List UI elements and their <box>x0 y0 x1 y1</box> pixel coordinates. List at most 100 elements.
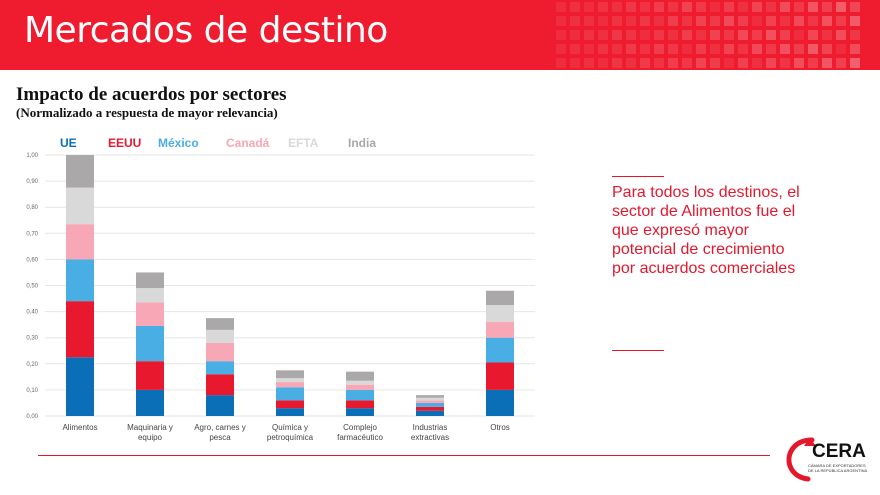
bar-segment <box>66 224 94 260</box>
chart-title: Impacto de acuerdos por sectores <box>16 84 287 105</box>
header-square <box>654 30 664 40</box>
header-square <box>640 44 650 54</box>
x-tick-label: farmacéutico <box>337 433 383 442</box>
header-square <box>710 16 720 26</box>
cera-logo-icon <box>786 437 816 482</box>
header-square <box>612 2 622 12</box>
header-square <box>584 2 594 12</box>
header-square <box>654 16 664 26</box>
bar-segment <box>276 387 304 401</box>
header-square <box>738 30 748 40</box>
header-square <box>850 2 860 12</box>
side-note-top-rule <box>612 176 664 177</box>
bar-segment <box>416 397 444 401</box>
bar-segment <box>416 402 444 407</box>
header-square <box>822 58 832 68</box>
header-square <box>682 2 692 12</box>
header-square <box>570 16 580 26</box>
bar-segment <box>276 400 304 409</box>
bar-segment <box>136 389 164 416</box>
bar-segment <box>206 361 234 375</box>
header-square <box>570 30 580 40</box>
header-square <box>696 30 706 40</box>
header-square <box>668 16 678 26</box>
header-square <box>556 16 566 26</box>
bar-segment <box>486 322 514 338</box>
bar-segment <box>136 288 164 303</box>
bar-segment <box>136 302 164 326</box>
bar-segment <box>486 337 514 363</box>
header-square <box>794 2 804 12</box>
header-square <box>766 58 776 68</box>
bar-segment <box>346 380 374 385</box>
bar-segment <box>206 318 234 330</box>
header-square <box>794 16 804 26</box>
header-square <box>822 2 832 12</box>
y-tick-label: 0,40 <box>26 310 38 316</box>
y-tick-label: 1,00 <box>26 153 38 159</box>
logo-name: CERA <box>812 441 866 462</box>
bar-segment <box>416 395 444 398</box>
header-square <box>836 44 846 54</box>
header-square <box>696 16 706 26</box>
header-square <box>808 16 818 26</box>
side-note-text: Para todos los destinos, el sector de Al… <box>612 184 800 277</box>
bar-segment <box>136 325 164 362</box>
header-square <box>780 2 790 12</box>
header-square <box>612 16 622 26</box>
header-square <box>654 2 664 12</box>
bar-segment <box>276 370 304 379</box>
y-tick-label: 0,50 <box>26 284 38 290</box>
header-square <box>626 16 636 26</box>
header-square <box>612 44 622 54</box>
legend-item: Canadá <box>226 136 270 150</box>
header-square <box>584 16 594 26</box>
header-square <box>752 30 762 40</box>
bar-segment <box>276 378 304 383</box>
bar-segment <box>66 357 94 416</box>
bar-segment <box>486 362 514 390</box>
header-square <box>612 30 622 40</box>
bar-segment <box>206 374 234 396</box>
header-square <box>696 2 706 12</box>
header-square <box>780 44 790 54</box>
header-square <box>598 16 608 26</box>
header-square <box>668 58 678 68</box>
header-square <box>794 44 804 54</box>
y-tick-label: 0,30 <box>26 336 38 342</box>
header-square <box>738 58 748 68</box>
x-tick-label: Maquinaria y <box>127 423 173 432</box>
logo-tagline: CÁMARA DE EXPORTADORES DE LA REPÚBLICA A… <box>808 463 868 473</box>
header-square <box>570 44 580 54</box>
x-tick-label: Alimentos <box>62 423 97 432</box>
header-square <box>696 44 706 54</box>
header-square <box>710 58 720 68</box>
header-square <box>710 2 720 12</box>
header-square <box>682 44 692 54</box>
header-square <box>766 44 776 54</box>
header-square <box>794 30 804 40</box>
bar-segment <box>66 301 94 358</box>
header-square <box>836 58 846 68</box>
header-square <box>640 58 650 68</box>
header-square <box>696 58 706 68</box>
x-tick-label: Química y <box>272 423 308 432</box>
bar-segment <box>136 272 164 289</box>
header-square <box>738 44 748 54</box>
header-square <box>598 44 608 54</box>
bar-segment <box>346 408 374 416</box>
header-square <box>724 2 734 12</box>
header-square <box>668 44 678 54</box>
side-note-bottom-rule <box>612 350 664 351</box>
header-square <box>836 16 846 26</box>
bar-segment <box>346 400 374 409</box>
x-tick-label: petroquímica <box>267 433 314 442</box>
y-tick-label: 0,20 <box>26 362 38 368</box>
header-banner: Mercados de destino <box>0 0 880 70</box>
header-square <box>584 44 594 54</box>
header-square <box>640 2 650 12</box>
header-square <box>570 2 580 12</box>
header-square <box>654 58 664 68</box>
header-square <box>724 44 734 54</box>
header-square <box>612 58 622 68</box>
